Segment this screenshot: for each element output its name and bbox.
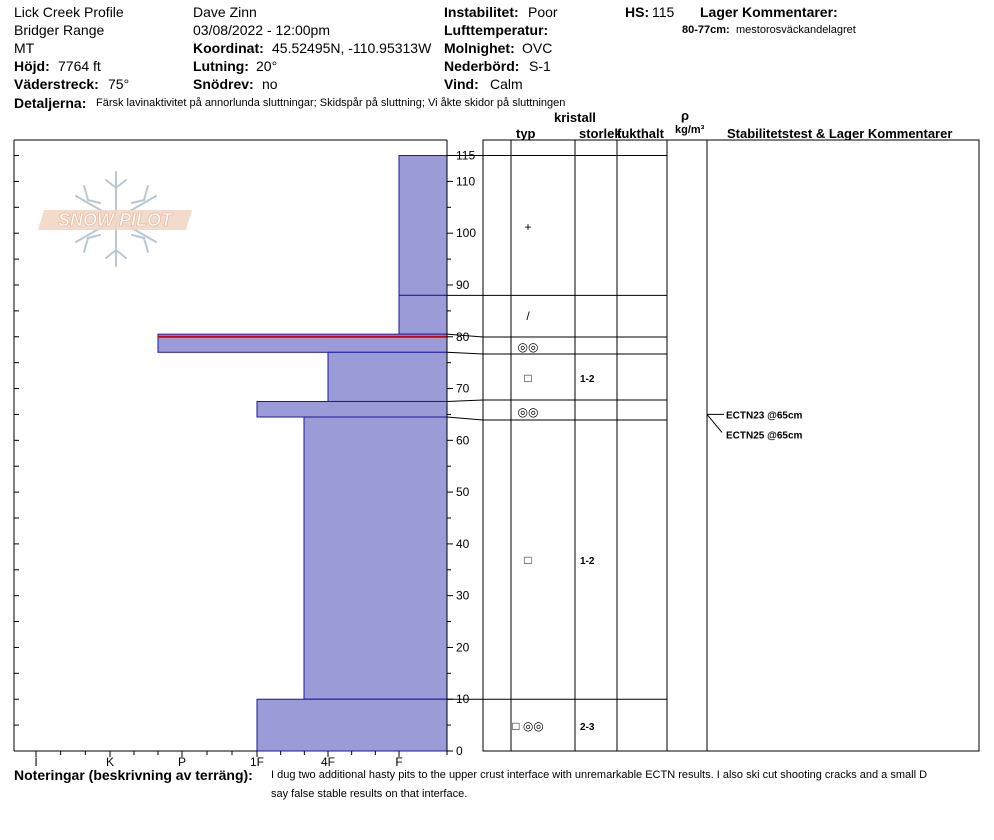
- grain-size-label: 1-2: [580, 556, 595, 567]
- stability-test-label: ECTN23 @65cm: [726, 410, 803, 421]
- stability-test-label: ECTN25 @65cm: [726, 430, 803, 441]
- hardness-bar: [256, 698, 448, 752]
- hardness-bar: [303, 416, 448, 700]
- hardness-tick-label: F: [395, 755, 402, 769]
- state-name: MT: [14, 40, 35, 56]
- aspect-value: 75°: [108, 76, 130, 92]
- depth-tick-label: 100: [456, 226, 476, 240]
- instability-value: Poor: [528, 4, 558, 20]
- profile-name: Lick Creek Profile: [14, 4, 124, 20]
- instability-label: Instabilitet:: [444, 4, 519, 20]
- date-time: 03/08/2022 - 12:00pm: [193, 22, 330, 38]
- cloud-value: OVC: [522, 40, 553, 56]
- precip-label: Nederbörd:: [444, 58, 520, 74]
- col-crystal-header-1: kristall: [554, 110, 596, 125]
- notes-label: Noteringar (beskrivning av terräng):: [14, 767, 253, 783]
- details-value: Färsk lavinaktivitet på annorlunda slutt…: [96, 97, 566, 109]
- grain-size-label: 1-2: [580, 374, 595, 385]
- grain-type-symbol: ◎◎: [518, 340, 539, 354]
- depth-tick-label: 80: [456, 330, 470, 344]
- elevation-label: Höjd:: [14, 58, 50, 74]
- grain-type-symbol: □ ◎◎: [512, 719, 544, 733]
- depth-tick-label: 90: [456, 278, 470, 292]
- layer-comment-range: 80-77cm:: [682, 24, 730, 36]
- layer-comments-label: Lager Kommentarer:: [700, 4, 838, 20]
- layer-table: + / ◎◎ □ 1-2 ◎◎ □ 1-2 □ ◎◎ 2-3 ECTN23 @65cm ECTN25 …: [446, 139, 980, 752]
- depth-tick-label: 20: [456, 640, 470, 654]
- logo: SNOW PILOT: [38, 171, 192, 267]
- drift-label: Snödrev:: [193, 76, 254, 92]
- boundary-connector: [446, 416, 484, 421]
- hardness-tick-label: P: [178, 755, 186, 769]
- notes-line-1: I dug two additional hasty pits to the u…: [271, 769, 928, 781]
- layer-comment-text: mestorosväckandelagret: [736, 24, 856, 36]
- stability-test-arrow: [706, 414, 723, 433]
- cloud-label: Molnighet:: [444, 40, 515, 56]
- notes-line-2: say false stable results on that interfa…: [271, 788, 468, 800]
- hs-label: HS:: [625, 4, 650, 20]
- col-crystal-header-2: storlek: [579, 126, 622, 141]
- drift-value: no: [262, 76, 278, 92]
- grain-type-symbol: ◎◎: [518, 405, 539, 419]
- table-border: [482, 139, 980, 752]
- col-moisture-header: fukthalt: [617, 126, 664, 141]
- hardness-tick-label: 1F: [250, 755, 264, 769]
- depth-tick-label: 30: [456, 589, 470, 603]
- boundary-connector: [446, 351, 484, 355]
- depth-tick-label: 60: [456, 433, 470, 447]
- range-name: Bridger Range: [14, 22, 105, 38]
- hardness-bar: [398, 155, 448, 296]
- col-density-unit: kg/m³: [675, 124, 705, 136]
- details-label: Detaljerna:: [14, 95, 87, 111]
- hardness-tick-label: I: [34, 755, 37, 769]
- wind-label: Vind:: [444, 76, 479, 92]
- depth-tick-label: 110: [456, 174, 475, 188]
- wind-value: Calm: [490, 76, 523, 92]
- elevation-value: 7764 ft: [58, 58, 101, 74]
- col-type-header: typ: [516, 126, 536, 141]
- precip-value: S-1: [529, 58, 551, 74]
- hardness-tick-label: K: [106, 755, 114, 769]
- col-density-symbol: ρ: [681, 108, 690, 123]
- airtemp-label: Lufttemperatur:: [444, 22, 549, 38]
- grain-type-symbol: +: [524, 220, 531, 234]
- boundary-connector: [446, 333, 484, 338]
- grain-type-symbol: □: [524, 553, 531, 567]
- grain-type-symbol: /: [526, 309, 530, 323]
- hardness-bar: [256, 400, 448, 418]
- observer-name: Dave Zinn: [193, 4, 257, 20]
- grain-size-label: 2-3: [580, 722, 595, 733]
- hardness-tick-label: 4F: [321, 755, 335, 769]
- logo-text: SNOW PILOT: [58, 210, 174, 230]
- coord-label: Koordinat:: [193, 40, 264, 56]
- slope-label: Lutning:: [193, 58, 249, 74]
- hardness-bar: [398, 294, 448, 335]
- depth-tick-label: 40: [456, 537, 470, 551]
- depth-tick-label: 70: [456, 382, 470, 396]
- boundary-connector: [446, 399, 484, 402]
- slope-value: 20°: [256, 58, 278, 74]
- col-stability-header: Stabilitetstest & Lager Kommentarer: [727, 126, 953, 141]
- aspect-label: Väderstreck:: [14, 76, 99, 92]
- depth-tick-label: 50: [456, 485, 470, 499]
- depth-tick-label: 0: [456, 744, 463, 758]
- hardness-bar: [327, 351, 448, 402]
- hs-value: 115: [652, 4, 675, 20]
- coord-value: 45.52495N, -110.95313W: [272, 40, 432, 56]
- grain-type-symbol: □: [524, 371, 531, 385]
